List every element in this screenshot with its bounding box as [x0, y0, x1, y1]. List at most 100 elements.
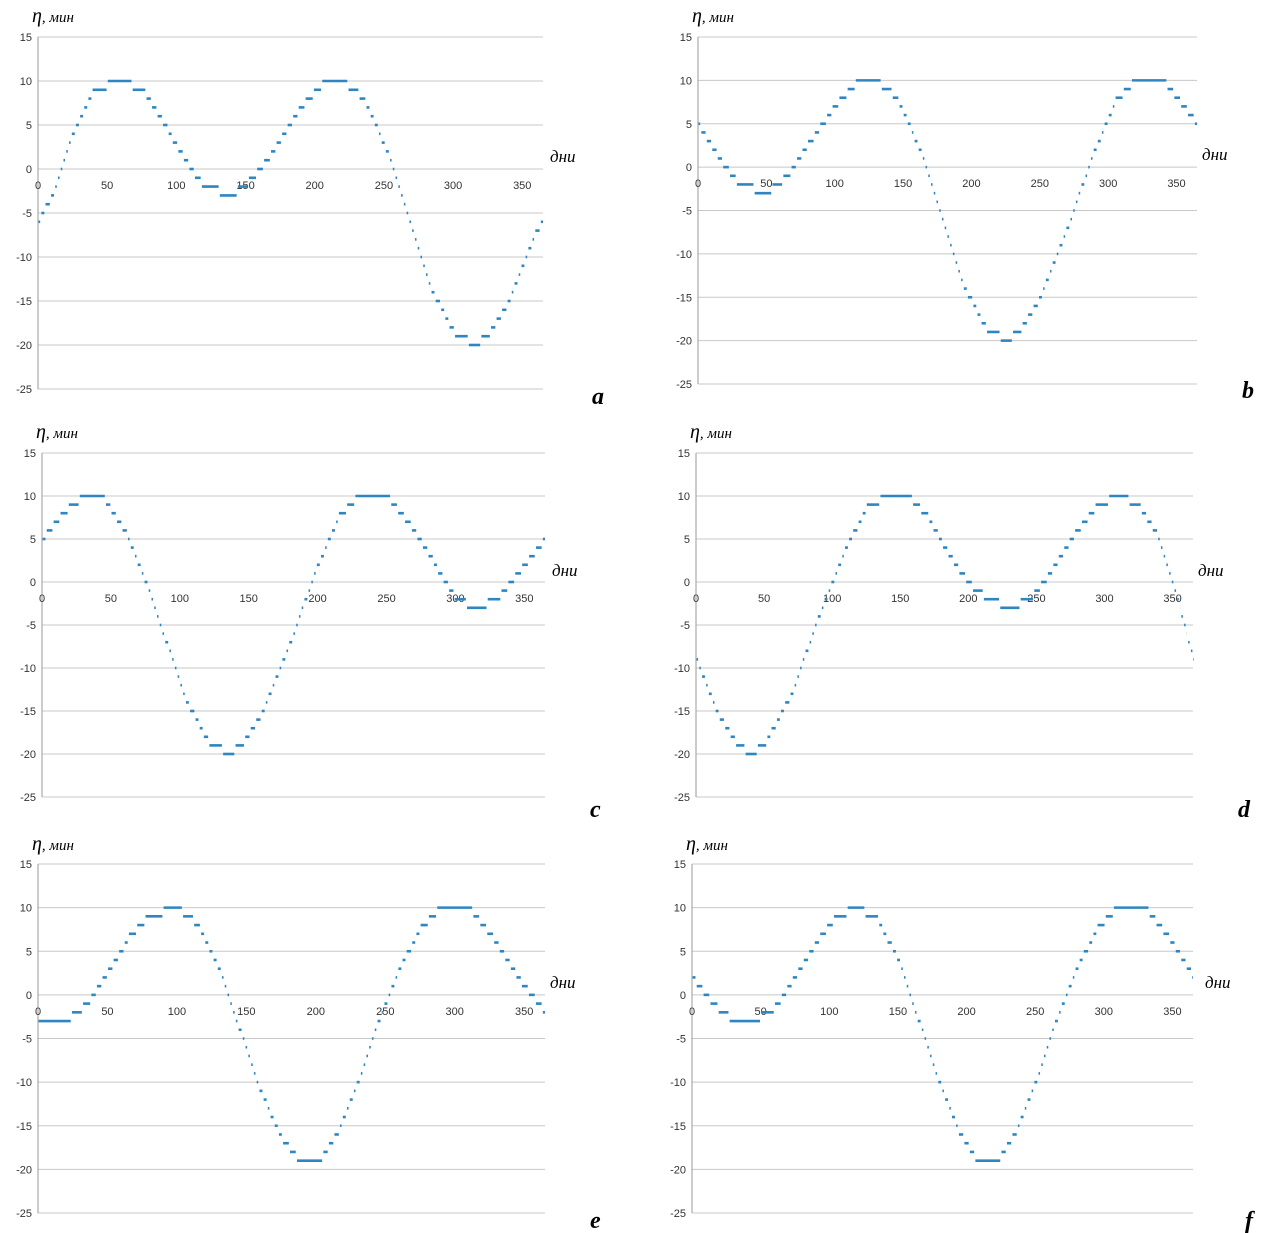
y-tick-label: 10: [20, 76, 32, 88]
y-tick-label: 0: [686, 162, 692, 174]
y-tick-label: 15: [24, 448, 36, 460]
series-c: [42, 494, 545, 756]
chart-panel-a: 151050-5-10-15-20-2505010015020025030035…: [16, 5, 604, 410]
x-tick-label: 0: [693, 593, 699, 605]
y-tick-label: -25: [674, 792, 690, 804]
x-tick-label: 250: [1031, 178, 1049, 190]
y-tick-label: 5: [686, 119, 692, 131]
x-tick-label: 300: [446, 1006, 464, 1018]
y-tick-label: -20: [16, 340, 32, 352]
y-tick-label: -5: [680, 620, 690, 632]
y-tick-label: 10: [674, 903, 686, 915]
y-tick-label: 15: [20, 859, 32, 871]
x-tick-label: 50: [755, 1006, 767, 1018]
series-d: [696, 494, 1194, 756]
x-tick-label: 50: [101, 1006, 113, 1018]
x-tick-label: 250: [1026, 1006, 1044, 1018]
x-tick-label: 350: [1163, 593, 1181, 605]
y-axis-unit: , мин: [42, 838, 74, 854]
y-axis-symbol: η: [32, 833, 42, 855]
x-tick-label: 200: [962, 178, 980, 190]
y-tick-label: -20: [670, 1164, 686, 1176]
x-tick-label: 250: [1027, 593, 1045, 605]
y-tick-label: -10: [674, 663, 690, 675]
y-tick-label: 5: [680, 946, 686, 958]
x-axis-label: дни: [1198, 561, 1224, 580]
panel-label: f: [1245, 1208, 1255, 1233]
y-axis-label: η, мин: [36, 421, 78, 443]
y-tick-label: -15: [16, 1121, 32, 1133]
x-tick-label: 300: [1095, 1006, 1113, 1018]
y-tick-label: 5: [26, 946, 32, 958]
x-tick-label: 250: [375, 180, 393, 192]
y-axis-unit: , мин: [46, 426, 78, 442]
y-axis-symbol: η: [692, 5, 702, 27]
panel-label: b: [1242, 378, 1254, 404]
x-tick-label: 350: [1167, 178, 1185, 190]
panel-label: e: [590, 1208, 601, 1233]
y-axis-unit: , мин: [700, 426, 732, 442]
x-tick-label: 150: [894, 178, 912, 190]
x-tick-label: 0: [689, 1006, 695, 1018]
y-tick-label: 15: [680, 32, 692, 44]
x-tick-label: 150: [889, 1006, 907, 1018]
y-tick-label: 0: [30, 577, 36, 589]
x-axis-label: дни: [1205, 973, 1231, 992]
panel-label: d: [1238, 797, 1251, 823]
y-axis-label: η, мин: [692, 5, 734, 27]
y-tick-label: -10: [20, 663, 36, 675]
y-tick-label: 0: [684, 577, 690, 589]
y-tick-label: 5: [30, 534, 36, 546]
y-tick-label: 10: [24, 491, 36, 503]
y-tick-label: -20: [676, 336, 692, 348]
y-tick-label: -5: [26, 620, 36, 632]
y-tick-label: -5: [682, 206, 692, 218]
x-tick-label: 0: [35, 180, 41, 192]
x-tick-label: 150: [891, 593, 909, 605]
x-tick-label: 100: [168, 1006, 186, 1018]
y-tick-label: 5: [684, 534, 690, 546]
x-tick-label: 100: [826, 178, 844, 190]
y-axis-unit: , мин: [702, 10, 734, 26]
y-tick-label: -15: [676, 292, 692, 304]
y-tick-label: -25: [16, 1208, 32, 1220]
y-axis-symbol: η: [686, 833, 696, 855]
y-tick-label: -25: [20, 792, 36, 804]
y-tick-label: 0: [26, 164, 32, 176]
x-tick-label: 200: [307, 1006, 325, 1018]
x-tick-label: 200: [957, 1006, 975, 1018]
y-axis-label: η, мин: [686, 833, 728, 855]
series-e: [38, 906, 545, 1162]
x-tick-label: 300: [1099, 178, 1117, 190]
x-axis-label: дни: [550, 147, 576, 166]
x-tick-label: 200: [959, 593, 977, 605]
y-tick-label: 10: [680, 75, 692, 87]
panel-label: c: [590, 797, 601, 823]
y-tick-label: 5: [26, 120, 32, 132]
series-a: [38, 79, 543, 347]
chart-panel-c: 151050-5-10-15-20-2505010015020025030035…: [20, 421, 601, 823]
x-tick-label: 0: [695, 178, 701, 190]
y-tick-label: -15: [20, 706, 36, 718]
y-tick-label: -15: [670, 1121, 686, 1133]
x-axis-label: дни: [550, 973, 576, 992]
y-tick-label: -20: [16, 1164, 32, 1176]
x-tick-label: 100: [820, 1006, 838, 1018]
y-tick-label: -15: [674, 706, 690, 718]
x-tick-label: 350: [513, 180, 531, 192]
y-tick-label: 15: [20, 32, 32, 44]
y-tick-label: -10: [16, 252, 32, 264]
x-tick-label: 200: [308, 593, 326, 605]
x-tick-label: 200: [306, 180, 324, 192]
x-tick-label: 250: [377, 593, 395, 605]
y-tick-label: -25: [16, 384, 32, 396]
y-tick-label: -10: [16, 1077, 32, 1089]
x-axis-label: дни: [552, 561, 578, 580]
y-tick-label: -25: [676, 379, 692, 391]
x-tick-label: 150: [240, 593, 258, 605]
y-tick-label: 0: [26, 990, 32, 1002]
y-tick-label: -5: [22, 1034, 32, 1046]
y-axis-unit: , мин: [42, 10, 74, 26]
